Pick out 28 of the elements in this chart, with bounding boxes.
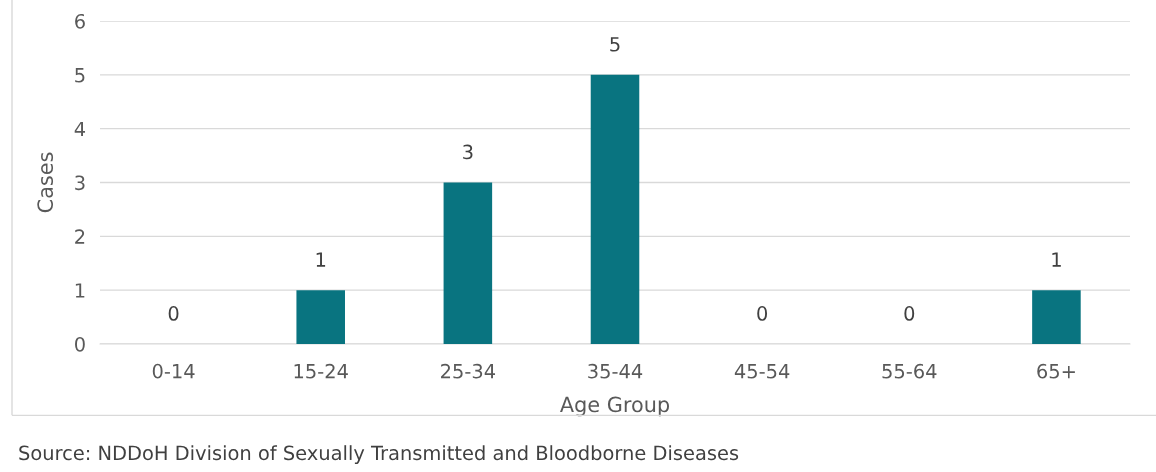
- y-tick-label: 1: [75, 283, 85, 298]
- x-tick-label: 35-44: [588, 363, 643, 379]
- y-tick-label: 2: [75, 229, 85, 244]
- data-label: 5: [610, 37, 620, 52]
- data-label: 0: [757, 306, 768, 321]
- data-label: 3: [463, 144, 473, 160]
- x-tick-label: 45-54: [734, 364, 790, 379]
- y-tick-label: 6: [75, 13, 85, 29]
- x-axis-title: Age Group: [560, 396, 670, 417]
- y-tick-label: 4: [74, 121, 86, 137]
- source-note: Source: NDDoH Division of Sexually Transmitted and Bloodborne Diseases: [19, 445, 739, 464]
- bar: [590, 74, 640, 344]
- data-label: 0: [904, 306, 915, 321]
- x-tick-label: 25-34: [441, 363, 496, 379]
- x-tick-label: 15-24: [294, 363, 348, 379]
- bar: [1032, 290, 1081, 344]
- y-tick-label: 5: [75, 68, 85, 83]
- y-tick-label: 0: [75, 336, 85, 352]
- x-tick-label: 55-64: [882, 363, 937, 379]
- data-label: 0: [168, 306, 179, 321]
- data-label: 1: [316, 252, 326, 267]
- y-tick-label: 3: [75, 175, 85, 191]
- x-tick-label: 65+: [1037, 363, 1075, 379]
- x-tick-label: 0-14: [152, 363, 195, 379]
- bar: [296, 290, 345, 344]
- data-label: 1: [1052, 252, 1061, 267]
- bar: [443, 182, 493, 344]
- y-axis-title: Cases: [37, 152, 54, 213]
